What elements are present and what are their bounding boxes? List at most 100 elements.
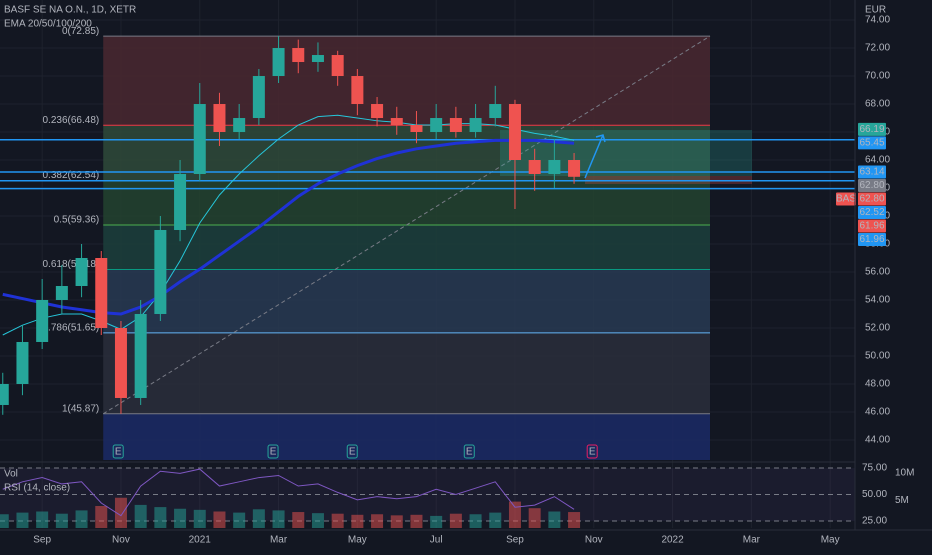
- y-tick-label: 56.00: [865, 267, 890, 278]
- candle-body: [371, 104, 384, 119]
- y-tick-label: 50.00: [865, 351, 890, 362]
- x-tick-label: Mar: [743, 535, 761, 546]
- volume-bar: [430, 515, 443, 528]
- price-marker: [858, 206, 886, 220]
- candle-body: [508, 104, 521, 161]
- volume-label: Vol: [4, 469, 18, 480]
- price-marker: [858, 136, 886, 150]
- volume-bar: [55, 513, 68, 528]
- volume-bar: [371, 514, 384, 528]
- fib-label: 0.382(62.54): [43, 170, 100, 181]
- candle-body: [292, 48, 305, 63]
- candle-body: [16, 341, 29, 384]
- symbol-title: BASF SE NA O.N., 1D, XETR: [4, 5, 136, 16]
- volume-bar: [311, 513, 324, 528]
- candle-body: [430, 118, 443, 133]
- price-marker: [858, 219, 886, 233]
- volume-bar: [252, 509, 265, 528]
- earnings-badge: [463, 444, 475, 459]
- rsi-line: [2, 468, 575, 517]
- y-tick-label: 68.00: [865, 99, 890, 110]
- volume-bar: [292, 512, 305, 528]
- fib-label: 1(45.87): [62, 403, 99, 414]
- candle-body: [548, 160, 561, 175]
- volume-bar: [390, 515, 403, 528]
- candle-body: [528, 160, 541, 175]
- price-marker-label: 61.96: [859, 221, 884, 232]
- y-tick-label: 54.00: [865, 295, 890, 306]
- candle-body: [154, 230, 167, 314]
- fib-label: 0.5(59.36): [54, 215, 100, 226]
- x-tick-label: Sep: [506, 535, 524, 546]
- earnings-label: E: [349, 447, 356, 458]
- volume-tick-label: 5M: [895, 495, 909, 506]
- volume-bar: [134, 504, 147, 528]
- x-tick-label: Sep: [33, 535, 51, 546]
- volume-bar: [16, 512, 29, 528]
- x-tick-label: 2022: [661, 535, 684, 546]
- volume-bar: [410, 514, 423, 528]
- rsi-tick-label: 25.00: [862, 516, 887, 527]
- volume-bar: [469, 514, 482, 528]
- volume-bar: [154, 507, 167, 528]
- y-tick-label: 70.00: [865, 71, 890, 82]
- fib-zone: [103, 413, 711, 460]
- x-tick-label: Jul: [430, 535, 443, 546]
- volume-bar: [331, 513, 344, 528]
- fib-zone: [103, 269, 711, 333]
- marks: 44.0046.0048.0050.0052.0054.0056.0058.00…: [0, 0, 914, 546]
- candle-body: [272, 48, 285, 77]
- position-target-zone: [500, 130, 752, 176]
- candle-body: [75, 257, 88, 286]
- price-marker: [858, 122, 886, 136]
- price-marker-label: 65.45: [859, 137, 884, 148]
- x-tick-label: Nov: [585, 535, 603, 546]
- volume-bar: [508, 501, 521, 528]
- candle-body: [489, 104, 502, 119]
- volume-bar: [174, 508, 187, 528]
- price-marker: [858, 165, 886, 179]
- volume-bar: [351, 514, 364, 528]
- volume-bar: [36, 511, 49, 528]
- price-marker-label: 66.19: [859, 124, 884, 135]
- earnings-badge: [267, 444, 279, 459]
- symbol-tag: [836, 192, 856, 206]
- volume-bar: [449, 513, 462, 528]
- earnings-label: E: [589, 447, 596, 458]
- candle-body: [55, 285, 68, 300]
- volume-bar: [233, 512, 246, 528]
- rsi-tick-label: 75.00: [862, 463, 887, 474]
- price-marker-label: 62.80: [859, 180, 884, 191]
- candle-body: [95, 257, 108, 328]
- x-tick-label: May: [821, 535, 840, 546]
- candle-body: [568, 160, 581, 177]
- earnings-badge: [586, 444, 598, 459]
- price-marker: [858, 179, 886, 193]
- candle-body: [331, 55, 344, 77]
- volume-bar: [114, 497, 127, 528]
- y-tick-label: 46.00: [865, 407, 890, 418]
- price-marker-label: 63.14: [859, 167, 884, 178]
- volume-bar: [75, 510, 88, 528]
- x-tick-label: Nov: [112, 535, 130, 546]
- volume-bar: [568, 512, 581, 528]
- volume-bar: [193, 509, 206, 528]
- candle-body: [390, 118, 403, 126]
- price-marker-label: 62.80: [859, 194, 884, 205]
- y-tick-label: 44.00: [865, 435, 890, 446]
- candle-body: [134, 313, 147, 398]
- price-marker-label: 61.96: [859, 234, 884, 245]
- fib-zone: [103, 180, 711, 225]
- candle-body: [233, 118, 246, 133]
- candle-body: [410, 125, 423, 133]
- indicator-label: EMA 20/50/100/200: [4, 19, 92, 30]
- volume-bar: [548, 511, 561, 528]
- earnings-badge: [346, 444, 358, 459]
- earnings-label: E: [466, 447, 473, 458]
- fib-zone: [103, 332, 711, 414]
- volume-bar: [272, 510, 285, 528]
- y-tick-label: 74.00: [865, 15, 890, 26]
- earnings-badge: [112, 444, 124, 459]
- volume-bar: [95, 506, 108, 528]
